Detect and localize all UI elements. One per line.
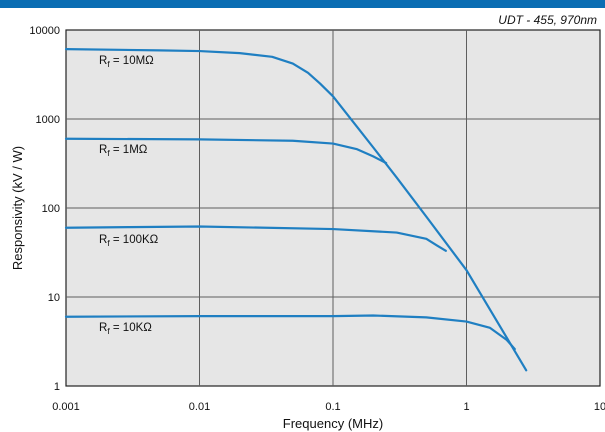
series-line (64, 225, 447, 252)
y-axis-title: Responsivity (kV / W) (10, 146, 25, 270)
y-tick-label: 1 (54, 381, 60, 393)
series-label: Rf = 10MΩ (99, 55, 154, 69)
y-tick-labels: 1 10 100 1000 10000 (29, 25, 60, 393)
y-tick-label: 100 (42, 203, 60, 215)
y-tick-label: 1000 (36, 114, 60, 126)
x-tick-label: 0.001 (52, 401, 80, 413)
header-accent-bar (0, 0, 605, 8)
grid-lines (66, 30, 600, 386)
series-line (64, 137, 388, 165)
series-labels: Rf = 10MΩ Rf = 1MΩ Rf = 100KΩ Rf = 10KΩ (99, 55, 159, 336)
y-tick-label: 10 (48, 292, 60, 304)
series-line (64, 314, 516, 351)
x-tick-label: 0.1 (325, 401, 340, 413)
series-label: Rf = 1MΩ (99, 144, 148, 158)
x-tick-label: 0.01 (189, 401, 210, 413)
series-lines (64, 48, 528, 372)
series-label: Rf = 10KΩ (99, 322, 152, 336)
x-tick-label: 1 (463, 401, 469, 413)
chart-annotation: UDT - 455, 970nm (498, 13, 597, 27)
x-tick-label: 10 (594, 401, 605, 413)
series-line (64, 48, 528, 372)
series-label: Rf = 100KΩ (99, 234, 159, 248)
y-tick-label: 10000 (29, 25, 60, 37)
x-axis-title: Frequency (MHz) (283, 416, 383, 431)
x-tick-labels: 0.001 0.01 0.1 1 10 (52, 401, 605, 413)
